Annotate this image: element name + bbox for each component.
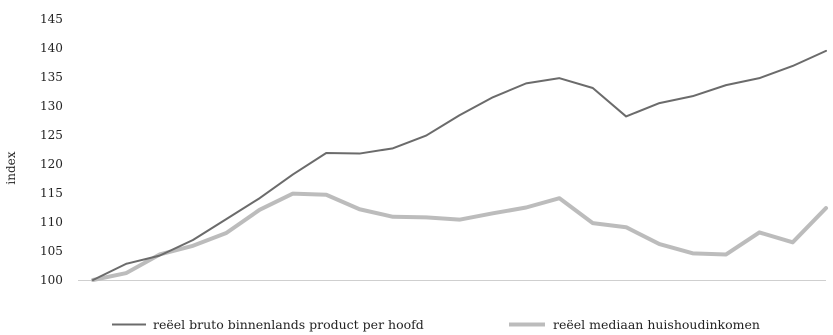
y-tick-label: 120 xyxy=(40,157,63,171)
legend-label-median-income: reëel mediaan huishoudinkomen xyxy=(553,317,760,332)
y-tick-label: 105 xyxy=(40,244,63,258)
y-tick-label: 100 xyxy=(40,273,63,287)
y-tick-label: 145 xyxy=(40,12,63,26)
y-tick-label: 130 xyxy=(40,99,63,113)
y-axis-title: index xyxy=(4,151,18,184)
series-lines xyxy=(91,49,828,282)
legend-label-gdp: reëel bruto binnenlands product per hoof… xyxy=(153,317,424,332)
y-tick-label: 110 xyxy=(40,215,63,229)
y-tick-label: 125 xyxy=(40,128,63,142)
y-tick-label: 135 xyxy=(40,70,63,84)
series-line-0 xyxy=(92,49,827,281)
legend: reëel bruto binnenlands product per hoof… xyxy=(112,317,760,332)
y-axis-ticks: 100 105 110 115 120 125 130 135 140 145 xyxy=(40,12,63,287)
y-tick-label: 115 xyxy=(40,186,63,200)
series-line-1 xyxy=(91,191,828,282)
y-tick-label: 140 xyxy=(40,41,63,55)
